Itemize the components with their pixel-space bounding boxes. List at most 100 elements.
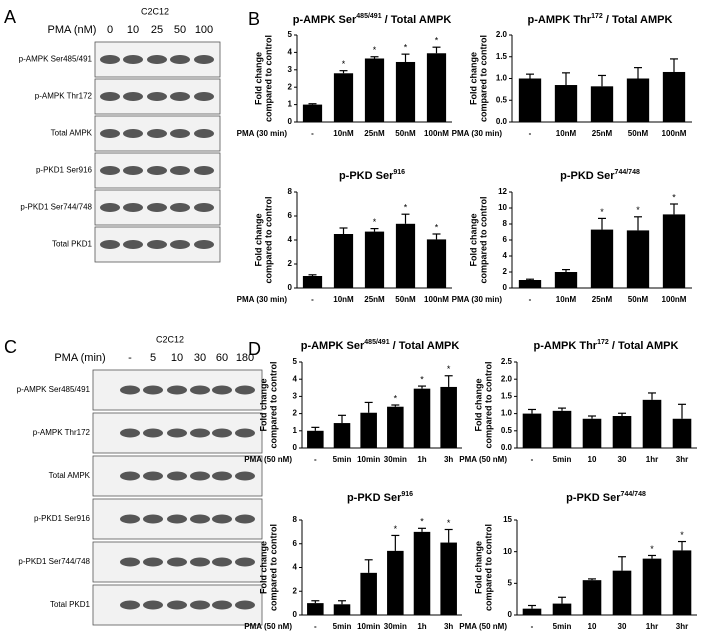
blot-band <box>212 385 232 395</box>
bar <box>552 603 572 615</box>
bar <box>333 234 354 288</box>
y-tick-label: 1.5 <box>496 52 508 61</box>
x-tick-label: 10nM <box>333 295 354 304</box>
blot-band <box>100 92 120 101</box>
x-tick-label: 100nM <box>662 295 687 304</box>
bar <box>626 78 650 122</box>
y-axis-label: Fold change <box>473 378 483 431</box>
blot-band <box>120 600 140 610</box>
x-tick-label: - <box>311 129 314 138</box>
y-tick-label: 2.0 <box>501 374 513 383</box>
x-tick-label: 50nM <box>628 295 649 304</box>
x-tick-label: 30min <box>384 455 407 464</box>
blot-band <box>167 428 187 438</box>
x-tick-label: 10nM <box>556 129 577 138</box>
title-part: / Total AMPK <box>390 340 460 352</box>
bar <box>360 412 377 448</box>
chart-title: p-PKD Ser916 <box>347 491 413 504</box>
x-axis-label: PMA (30 min) <box>452 129 503 138</box>
chart-title: p-AMPK Thr172 / Total AMPK <box>528 13 673 26</box>
x-tick-label: 5min <box>333 622 352 631</box>
y-axis-label: Fold change <box>468 213 478 266</box>
y-tick-label: 6 <box>503 235 508 244</box>
bar <box>426 53 447 122</box>
bar <box>333 423 351 448</box>
x-tick-label: - <box>531 622 534 631</box>
blot-band <box>170 129 190 138</box>
x-axis-label: PMA (30 min) <box>237 129 288 138</box>
blot-band <box>123 55 143 64</box>
bar <box>364 58 385 122</box>
blot-label: p-AMPK Thr172 <box>33 428 91 437</box>
bar <box>590 229 614 288</box>
blot-band <box>190 385 210 395</box>
x-tick-label: 25nM <box>364 295 385 304</box>
y-axis-label: Fold change <box>473 541 483 594</box>
x-tick-label: 5min <box>553 455 572 464</box>
y-tick-label: 4 <box>288 48 293 57</box>
y-tick-label: 0.0 <box>496 117 508 126</box>
blot-band <box>100 203 120 212</box>
bar <box>582 580 602 615</box>
y-axis-label: Fold change <box>258 378 268 431</box>
chart-title: p-AMPK Ser485/491 / Total AMPK <box>293 13 452 26</box>
cell-line: C2C12 <box>141 6 169 16</box>
blot-band <box>170 240 190 249</box>
blot-band <box>235 557 255 567</box>
blot-band <box>170 203 190 212</box>
bar <box>518 78 542 122</box>
bar <box>307 603 324 615</box>
blot-band <box>190 514 210 524</box>
blot-band <box>147 129 167 138</box>
blot-band <box>120 514 140 524</box>
y-tick-label: 1.0 <box>501 409 513 418</box>
treatment-label: PMA (nM) <box>48 24 97 36</box>
blot-label: Total PKD1 <box>52 240 93 249</box>
significance-star: * <box>447 518 451 528</box>
x-tick-label: 25nM <box>592 129 613 138</box>
chart-title: p-AMPK Ser485/491 / Total AMPK <box>301 339 460 352</box>
x-tick-label: - <box>311 295 314 304</box>
blot-band <box>235 428 255 438</box>
bar <box>302 104 323 122</box>
y-tick-label: 10 <box>498 203 507 212</box>
y-tick-label: 8 <box>288 187 293 196</box>
blot-band <box>194 129 214 138</box>
x-tick-label: - <box>314 455 317 464</box>
bar <box>395 223 416 288</box>
bar <box>333 604 351 615</box>
blot-band <box>194 55 214 64</box>
blot-band <box>120 471 140 481</box>
y-tick-label: 0 <box>293 610 298 619</box>
blot-band <box>170 92 190 101</box>
y-tick-label: 5 <box>293 357 298 366</box>
x-tick-label: - <box>529 129 532 138</box>
blot-band <box>170 55 190 64</box>
x-axis-label: PMA (30 min) <box>452 295 503 304</box>
x-axis-label: PMA (50 nM) <box>244 455 292 464</box>
y-tick-label: 4 <box>293 563 298 572</box>
blot-band <box>235 514 255 524</box>
x-tick-label: 100nM <box>662 129 687 138</box>
x-tick-label: 10min <box>357 622 380 631</box>
y-tick-label: 12 <box>498 187 507 196</box>
x-tick-label: 25nM <box>364 129 385 138</box>
bar <box>360 572 377 615</box>
blot-band <box>170 166 190 175</box>
blot-band <box>143 385 163 395</box>
lane-label: 25 <box>151 24 163 36</box>
cell-line: C2C12 <box>156 334 184 344</box>
y-axis-label: compared to control <box>483 361 493 448</box>
title-part: p-AMPK Thr <box>528 14 592 26</box>
panel-letter: C <box>4 337 17 357</box>
blot-band <box>235 471 255 481</box>
chart-title: p-AMPK Thr172 / Total AMPK <box>534 339 679 352</box>
blot-band <box>235 600 255 610</box>
y-tick-label: 0 <box>293 443 298 452</box>
x-tick-label: 30 <box>618 455 627 464</box>
y-axis-label: compared to control <box>478 35 488 122</box>
y-tick-label: 2 <box>293 409 298 418</box>
treatment-label: PMA (min) <box>54 352 105 364</box>
significance-star: * <box>342 59 346 69</box>
bar <box>626 230 650 288</box>
